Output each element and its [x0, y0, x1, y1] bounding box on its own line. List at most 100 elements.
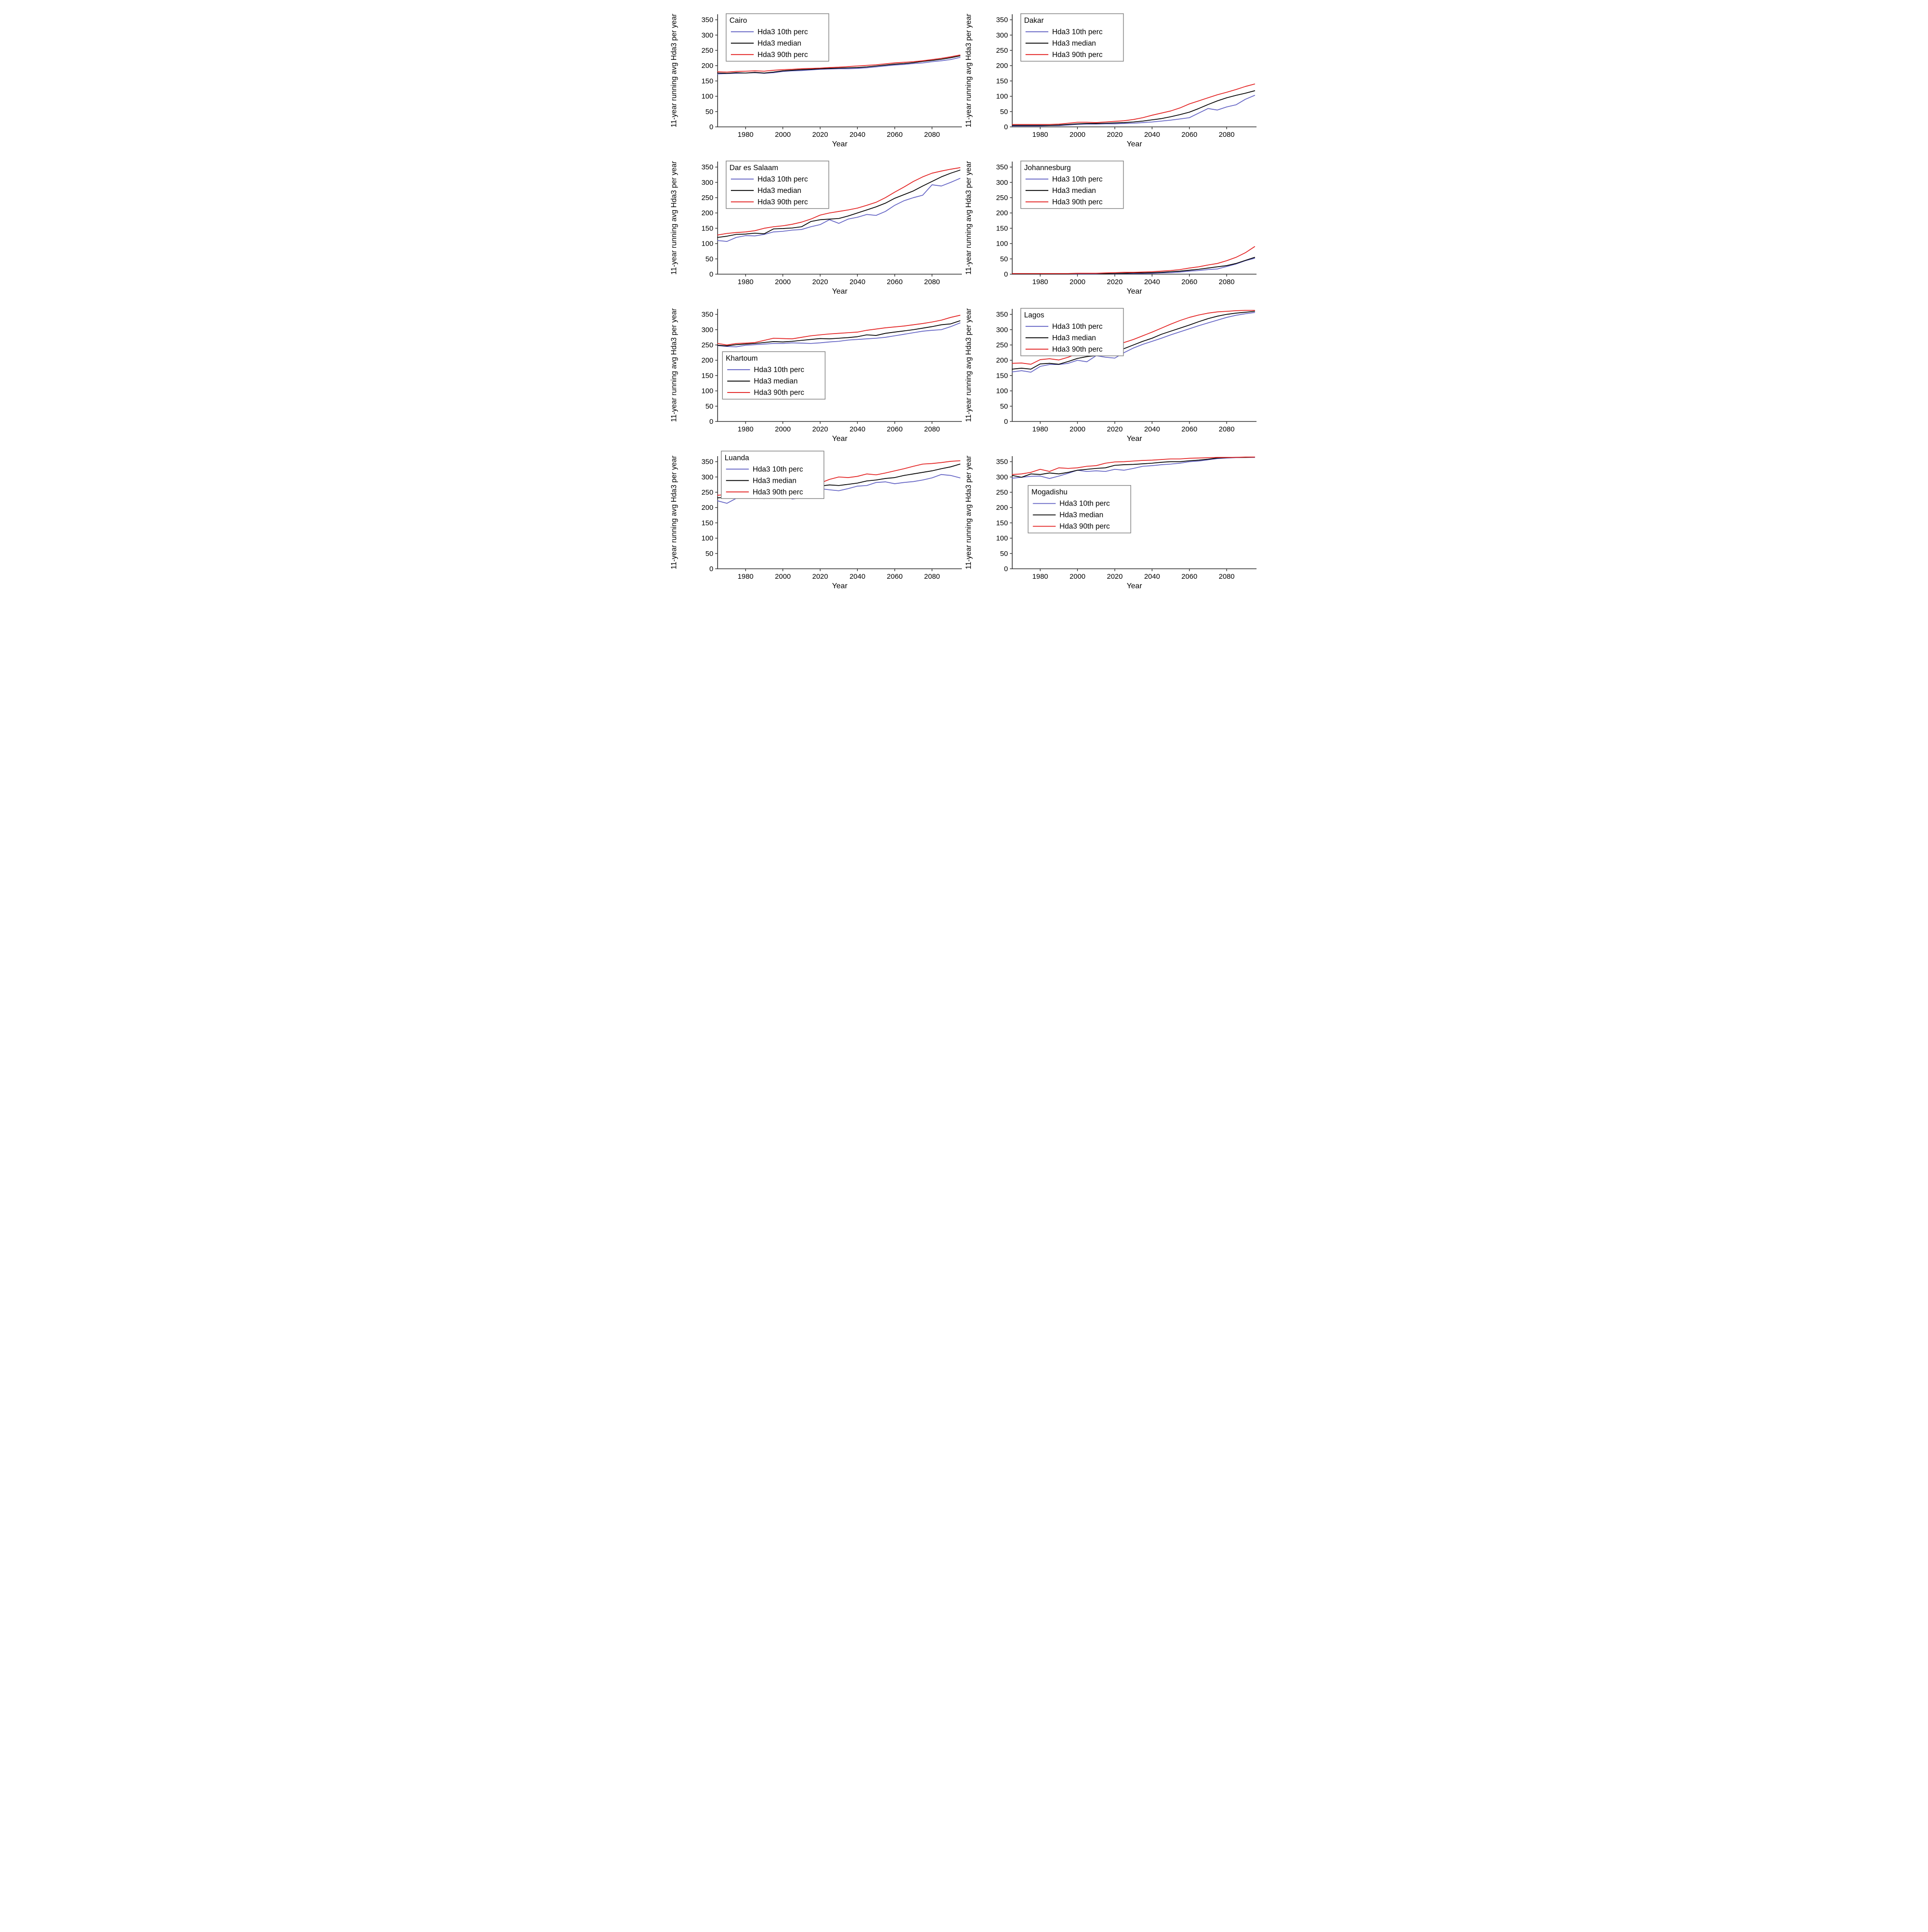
x-tick-label: 2060	[1181, 278, 1197, 286]
x-tick-label: 2060	[887, 278, 902, 286]
x-tick-label: 2040	[1144, 131, 1160, 139]
x-tick-label: 1980	[738, 278, 753, 286]
y-tick-label: 150	[701, 224, 713, 232]
chart-mogadishu: 0 50 100 150 200 250 300 350 1980 2000 2020 2040 206…	[964, 444, 1259, 591]
legend-box	[725, 13, 829, 62]
x-tick-label: 2000	[775, 425, 790, 433]
y-tick-label: 150	[996, 77, 1007, 85]
y-tick-label: 100	[996, 93, 1007, 101]
x-tick-label: 2020	[1107, 131, 1122, 139]
legend-box	[720, 450, 824, 499]
y-tick-label: 200	[996, 62, 1007, 70]
y-tick-label: 50	[705, 255, 713, 263]
y-axis-label: 11-year running avg Hda3 per year	[670, 161, 678, 275]
x-tick-label: 2020	[812, 573, 828, 581]
legend-box	[1020, 308, 1124, 356]
y-tick-label: 250	[701, 488, 713, 497]
y-tick-label: 50	[1000, 108, 1008, 116]
legend-entry-label: Hda3 90th perc	[757, 51, 807, 59]
legend-entry-label: Hda3 median	[754, 377, 797, 385]
legend-entry-label: Hda3 10th perc	[752, 465, 803, 473]
series-line-median	[1011, 457, 1255, 478]
y-tick-label: 50	[1000, 550, 1008, 558]
legend-box	[1020, 13, 1124, 62]
y-tick-label: 300	[701, 179, 713, 187]
y-tick-label: 300	[996, 179, 1007, 187]
y-tick-label: 350	[996, 163, 1007, 172]
series-line-median	[1011, 311, 1255, 370]
x-tick-label: 2040	[849, 425, 865, 433]
y-axis-label: 11-year running avg Hda3 per year	[965, 456, 973, 569]
y-tick-label: 350	[996, 458, 1007, 466]
line-chart-svg: 0 50 100 150 200 250 300 350 1980 2000 2020 2040 206…	[965, 13, 1257, 148]
legend-entry-label: Hda3 median	[1052, 187, 1095, 195]
line-chart-svg: 0 50 100 150 200 250 300 350 1980 2000 2020 2040 206…	[965, 308, 1257, 443]
x-tick-label: 2000	[775, 573, 790, 581]
y-tick-label: 0	[1004, 565, 1007, 573]
legend-title: Mogadishu	[1031, 488, 1067, 497]
y-tick-label: 100	[701, 535, 713, 543]
legend: Khartoum Hda3 10th perc Hda3 median Hda3 90…	[722, 351, 825, 400]
legend-entry-label: Hda3 90th perc	[1052, 345, 1102, 354]
series-line-median	[717, 170, 960, 238]
legend-entry-label: Hda3 median	[757, 39, 801, 48]
x-tick-label: 2080	[924, 573, 940, 581]
y-tick-label: 300	[701, 473, 713, 481]
x-tick-label: 2080	[1218, 131, 1234, 139]
legend-entry-label: Hda3 10th perc	[754, 366, 804, 374]
chart-khartoum: 0 50 100 150 200 250 300 350 1980 2000 2020 2040 206…	[670, 296, 964, 444]
x-tick-label: 2080	[1218, 573, 1234, 581]
line-chart-svg: 0 50 100 150 200 250 300 350 1980 2000 2020 2040 206…	[965, 161, 1257, 296]
series-line-p10	[717, 178, 960, 242]
y-tick-label: 300	[996, 473, 1007, 481]
y-tick-label: 350	[701, 16, 713, 24]
legend-title: Lagos	[1024, 311, 1044, 319]
legend: Dar es Salaam Hda3 10th perc Hda3 median Hd…	[725, 161, 829, 209]
series-line-p90	[1011, 246, 1255, 274]
x-axis-label: Year	[1126, 140, 1142, 148]
y-tick-label: 100	[701, 93, 713, 101]
y-tick-label: 0	[1004, 418, 1007, 426]
x-tick-label: 2040	[1144, 278, 1160, 286]
x-tick-label: 2060	[1181, 425, 1197, 433]
y-tick-label: 250	[996, 194, 1007, 202]
y-tick-label: 50	[1000, 402, 1008, 411]
legend-entry-label: Hda3 10th perc	[1059, 500, 1110, 508]
y-tick-label: 50	[705, 550, 713, 558]
series-line-median	[1011, 257, 1255, 275]
x-axis-label: Year	[832, 435, 847, 443]
y-tick-label: 0	[709, 565, 713, 573]
x-tick-label: 2040	[849, 278, 865, 286]
legend-entry-label: Hda3 90th perc	[1052, 51, 1102, 59]
x-tick-label: 2000	[1069, 131, 1085, 139]
legend-entry-label: Hda3 median	[1059, 511, 1103, 519]
y-tick-label: 250	[996, 47, 1007, 55]
y-axis-label: 11-year running avg Hda3 per year	[965, 14, 973, 127]
x-tick-label: 2020	[812, 131, 828, 139]
series-line-p90	[717, 167, 960, 236]
y-axis-label: 11-year running avg Hda3 per year	[670, 456, 678, 569]
x-tick-label: 1980	[738, 573, 753, 581]
x-tick-label: 2040	[849, 131, 865, 139]
series-line-p10	[1011, 457, 1255, 479]
legend-title: Dakar	[1024, 17, 1043, 25]
series-line-p90	[1011, 310, 1255, 365]
legend-entry-label: Hda3 10th perc	[1052, 28, 1102, 36]
series-line-median	[717, 320, 960, 346]
y-tick-label: 150	[701, 372, 713, 380]
x-axis-label: Year	[832, 582, 847, 590]
chart-dakar: 0 50 100 150 200 250 300 350 1980 2000 2020 2040 206…	[964, 2, 1259, 149]
figure-grid: 0 50 100 150 200 250 300 350 1980 2000 2020 2040 206…	[669, 2, 1259, 591]
y-tick-label: 0	[709, 418, 713, 426]
legend-box	[1027, 485, 1131, 534]
x-tick-label: 2040	[849, 573, 865, 581]
legend-entry-label: Hda3 90th perc	[1059, 523, 1110, 531]
y-tick-label: 200	[996, 209, 1007, 217]
x-tick-label: 2000	[1069, 278, 1085, 286]
y-tick-label: 200	[996, 504, 1007, 512]
x-tick-label: 1980	[1032, 425, 1048, 433]
x-tick-label: 2020	[1107, 425, 1122, 433]
y-tick-label: 250	[701, 341, 713, 349]
legend-entry-label: Hda3 90th perc	[754, 389, 804, 397]
